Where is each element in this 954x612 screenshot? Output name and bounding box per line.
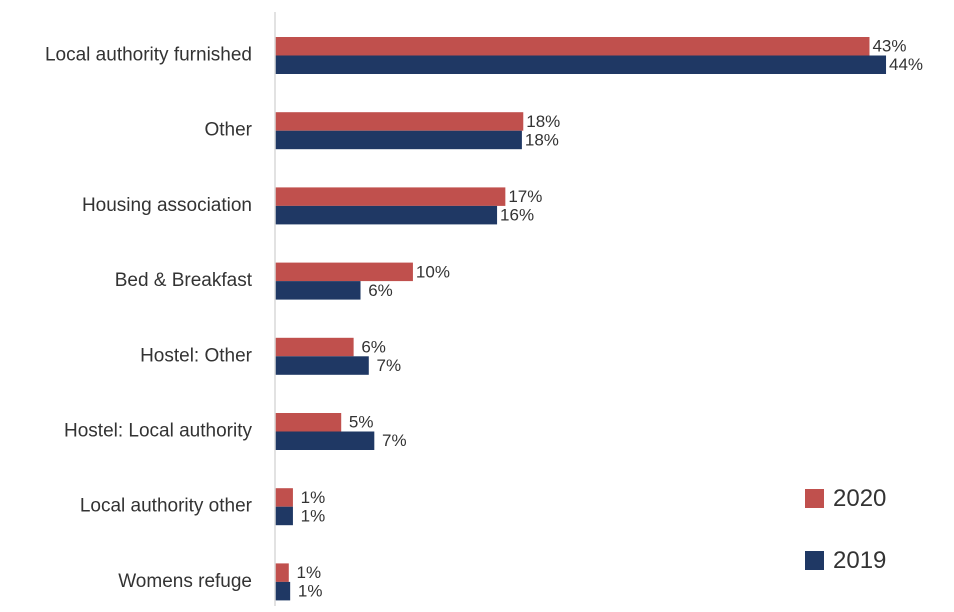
bar-2019-hostel-other xyxy=(275,356,369,375)
bar-2020-hostel-other xyxy=(275,337,354,357)
bar-2020-womens-refuge xyxy=(275,563,289,582)
bar-2019-housing-association xyxy=(275,205,498,225)
value-label-2019-housing-association: 16% xyxy=(500,206,534,225)
bar-2020-other xyxy=(275,112,524,131)
category-label-hostel-other: Hostel: Other xyxy=(140,345,253,366)
category-label-housing-association: Housing association xyxy=(82,195,252,216)
value-label-2019-local-authority-furnished: 44% xyxy=(889,55,923,74)
bar-2020-hostel-local-authority xyxy=(275,413,342,432)
value-labels: 43%44%18%18%17%16%10%6%6%7%5%7%1%1%1%1% xyxy=(297,37,924,601)
value-label-2019-hostel-local-authority: 7% xyxy=(382,431,407,450)
value-label-2020-other: 18% xyxy=(526,112,560,131)
category-label-bed-breakfast: Bed & Breakfast xyxy=(115,270,253,291)
value-label-2020-local-authority-furnished: 43% xyxy=(872,37,906,56)
legend: 2020 2019 xyxy=(805,485,886,574)
bar-2020-local-authority-other xyxy=(275,488,293,507)
value-label-2019-local-authority-other: 1% xyxy=(301,506,326,525)
legend-label-2019: 2019 xyxy=(833,547,886,574)
category-label-hostel-local-authority: Hostel: Local authority xyxy=(64,421,252,442)
bar-2019-hostel-local-authority xyxy=(275,431,375,450)
bar-2020-local-authority-furnished xyxy=(275,37,870,56)
value-label-2019-bed-breakfast: 6% xyxy=(368,281,393,300)
bar-2019-local-authority-furnished xyxy=(275,55,887,74)
bar-2019-bed-breakfast xyxy=(275,281,361,300)
category-label-local-authority-other: Local authority other xyxy=(80,496,253,517)
bar-2019-local-authority-other xyxy=(275,506,293,526)
bar-2019-other xyxy=(275,130,522,150)
legend-swatch-2019 xyxy=(805,551,824,570)
bars-group xyxy=(275,37,887,601)
value-label-2020-bed-breakfast: 10% xyxy=(416,262,450,281)
category-labels: Local authority furnished Other Housing as… xyxy=(45,45,253,592)
legend-swatch-2020 xyxy=(805,489,824,508)
value-label-2019-other: 18% xyxy=(525,130,559,149)
category-label-other: Other xyxy=(204,120,252,141)
value-label-2020-womens-refuge: 1% xyxy=(297,563,322,582)
category-label-womens-refuge: Womens refuge xyxy=(118,571,252,592)
value-label-2020-housing-association: 17% xyxy=(508,187,542,206)
legend-label-2020: 2020 xyxy=(833,485,886,512)
bar-2019-womens-refuge xyxy=(275,581,291,601)
value-label-2020-hostel-other: 6% xyxy=(361,338,386,357)
bar-2020-bed-breakfast xyxy=(275,262,413,282)
value-label-2019-womens-refuge: 1% xyxy=(298,582,323,601)
value-label-2020-local-authority-other: 1% xyxy=(301,488,326,507)
category-label-local-authority-furnished: Local authority furnished xyxy=(45,45,252,66)
value-label-2020-hostel-local-authority: 5% xyxy=(349,413,374,432)
value-label-2019-hostel-other: 7% xyxy=(377,356,402,375)
bar-2020-housing-association xyxy=(275,187,506,206)
